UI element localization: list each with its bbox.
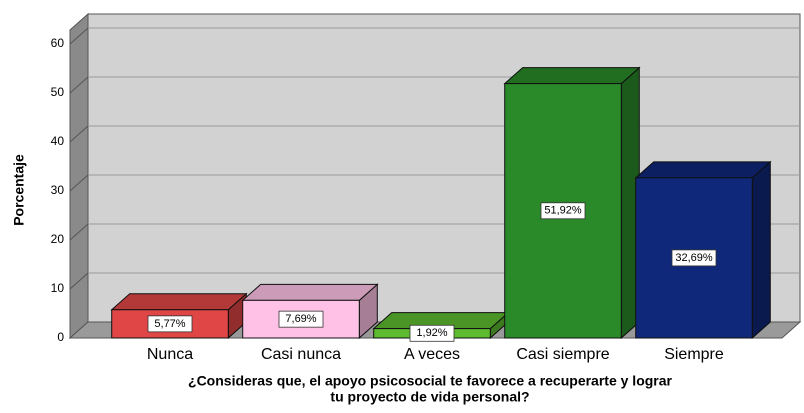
x-tick-label: Casi nunca: [261, 346, 341, 363]
y-tick-label: 30: [51, 183, 65, 197]
bar-side-shade: [228, 293, 247, 338]
x-tick-label: Casi siempre: [516, 346, 609, 363]
grid-line: [69, 125, 89, 143]
x-axis-label: tu proyecto de vida personal?: [330, 389, 529, 405]
value-label-box: [409, 324, 455, 342]
y-tick-label: 50: [51, 85, 65, 99]
value-label: 5,77%: [154, 318, 185, 330]
bar-top-shade: [373, 312, 509, 329]
y-tick-label: 10: [51, 281, 65, 295]
grid-line: [69, 272, 89, 290]
value-label-box: [278, 310, 324, 328]
value-label: 7,69%: [285, 313, 316, 325]
bar-side-shade: [621, 67, 640, 338]
grid-line: [69, 76, 89, 94]
value-label-box: [540, 202, 586, 220]
x-axis-label: ¿Consideras que, el apoyo psicosocial te…: [188, 373, 673, 389]
bar-top-shade: [504, 67, 640, 84]
value-label: 51,92%: [544, 205, 582, 217]
left-wall: [69, 12, 89, 340]
value-label-box: [671, 249, 717, 267]
x-tick-label: Nunca: [147, 346, 193, 363]
value-label-box: [147, 315, 193, 333]
value-label: 32,69%: [675, 252, 713, 264]
bar-top-shade: [635, 161, 771, 178]
grid-line: [69, 27, 89, 45]
y-tick-label: 60: [51, 36, 65, 50]
grid-line: [69, 223, 89, 241]
value-label: 1,92%: [416, 327, 447, 339]
bar-side-shade: [359, 284, 378, 338]
bar-top-shade: [242, 284, 378, 301]
y-tick-label: 20: [51, 232, 65, 246]
y-tick-label: 40: [51, 134, 65, 148]
grid-line: [69, 174, 89, 192]
x-tick-label: Siempre: [664, 346, 724, 363]
y-tick-label: 0: [57, 330, 64, 344]
y-axis-label: Porcentaje: [11, 154, 27, 226]
bar-side-shade: [490, 312, 509, 338]
x-tick-label: A veces: [404, 346, 460, 363]
bar-side-shade: [752, 161, 771, 338]
bar-top-shade: [111, 293, 247, 310]
